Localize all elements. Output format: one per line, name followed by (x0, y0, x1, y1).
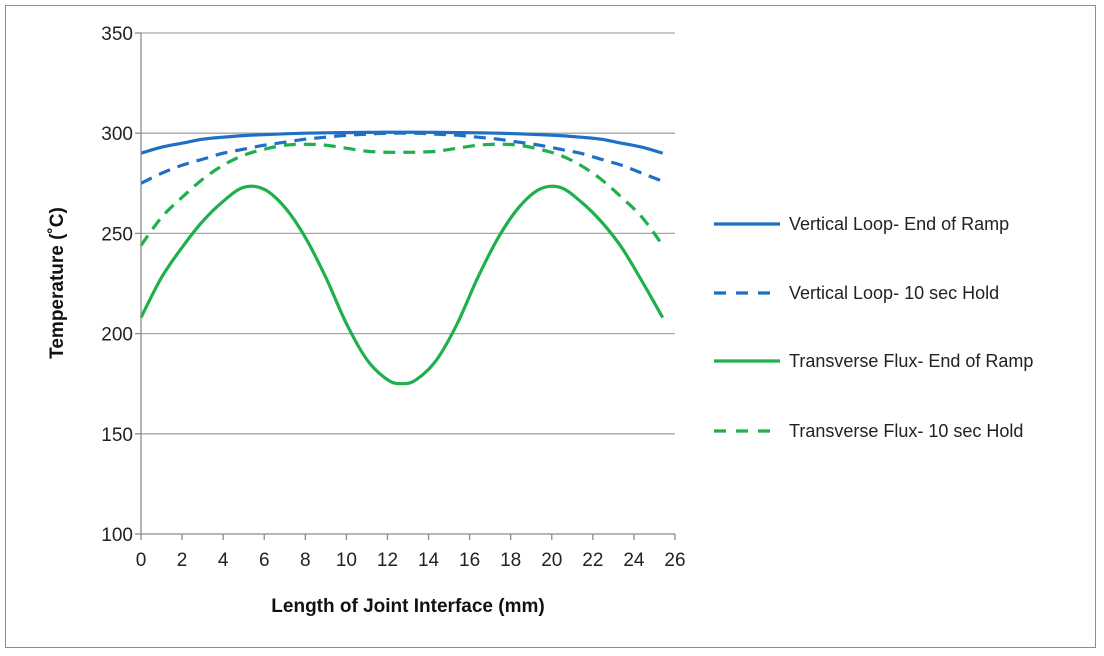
x-tick-label: 10 (336, 550, 357, 571)
legend-label: Vertical Loop- End of Ramp (789, 214, 1009, 234)
y-tick-label: 350 (101, 24, 133, 45)
x-tick-label: 12 (377, 550, 398, 571)
x-tick-label: 20 (541, 550, 562, 571)
series-line-2 (140, 131, 664, 185)
x-tick-label: 2 (177, 550, 188, 571)
x-tick-label: 4 (218, 550, 229, 571)
chart-frame (5, 5, 1096, 648)
x-tick-label: 0 (136, 550, 147, 571)
y-tick-label: 200 (101, 325, 133, 346)
legend-label: Vertical Loop- 10 sec Hold (789, 283, 999, 303)
y-tick-label: 100 (101, 525, 133, 546)
y-tick-label: 150 (101, 425, 133, 446)
y-axis-label: Temperature (˚C) (47, 207, 68, 359)
x-tick-label: 24 (623, 550, 645, 571)
x-tick-label: 14 (418, 550, 440, 571)
legend-label: Transverse Flux- 10 sec Hold (789, 421, 1023, 441)
x-tick-label: 18 (500, 550, 521, 571)
x-tick-label: 8 (300, 550, 311, 571)
y-tick-label: 300 (101, 124, 133, 145)
series-line-1 (140, 130, 664, 155)
legend-label: Transverse Flux- End of Ramp (789, 351, 1033, 371)
series-line-3 (139, 184, 665, 386)
series-line-4 (139, 142, 664, 247)
y-tick-label: 250 (101, 224, 133, 245)
x-tick-label: 6 (259, 550, 270, 571)
x-tick-label: 16 (459, 550, 480, 571)
x-axis-label: Length of Joint Interface (mm) (271, 596, 544, 617)
x-tick-label: 22 (582, 550, 603, 571)
x-tick-label: 26 (664, 550, 685, 571)
